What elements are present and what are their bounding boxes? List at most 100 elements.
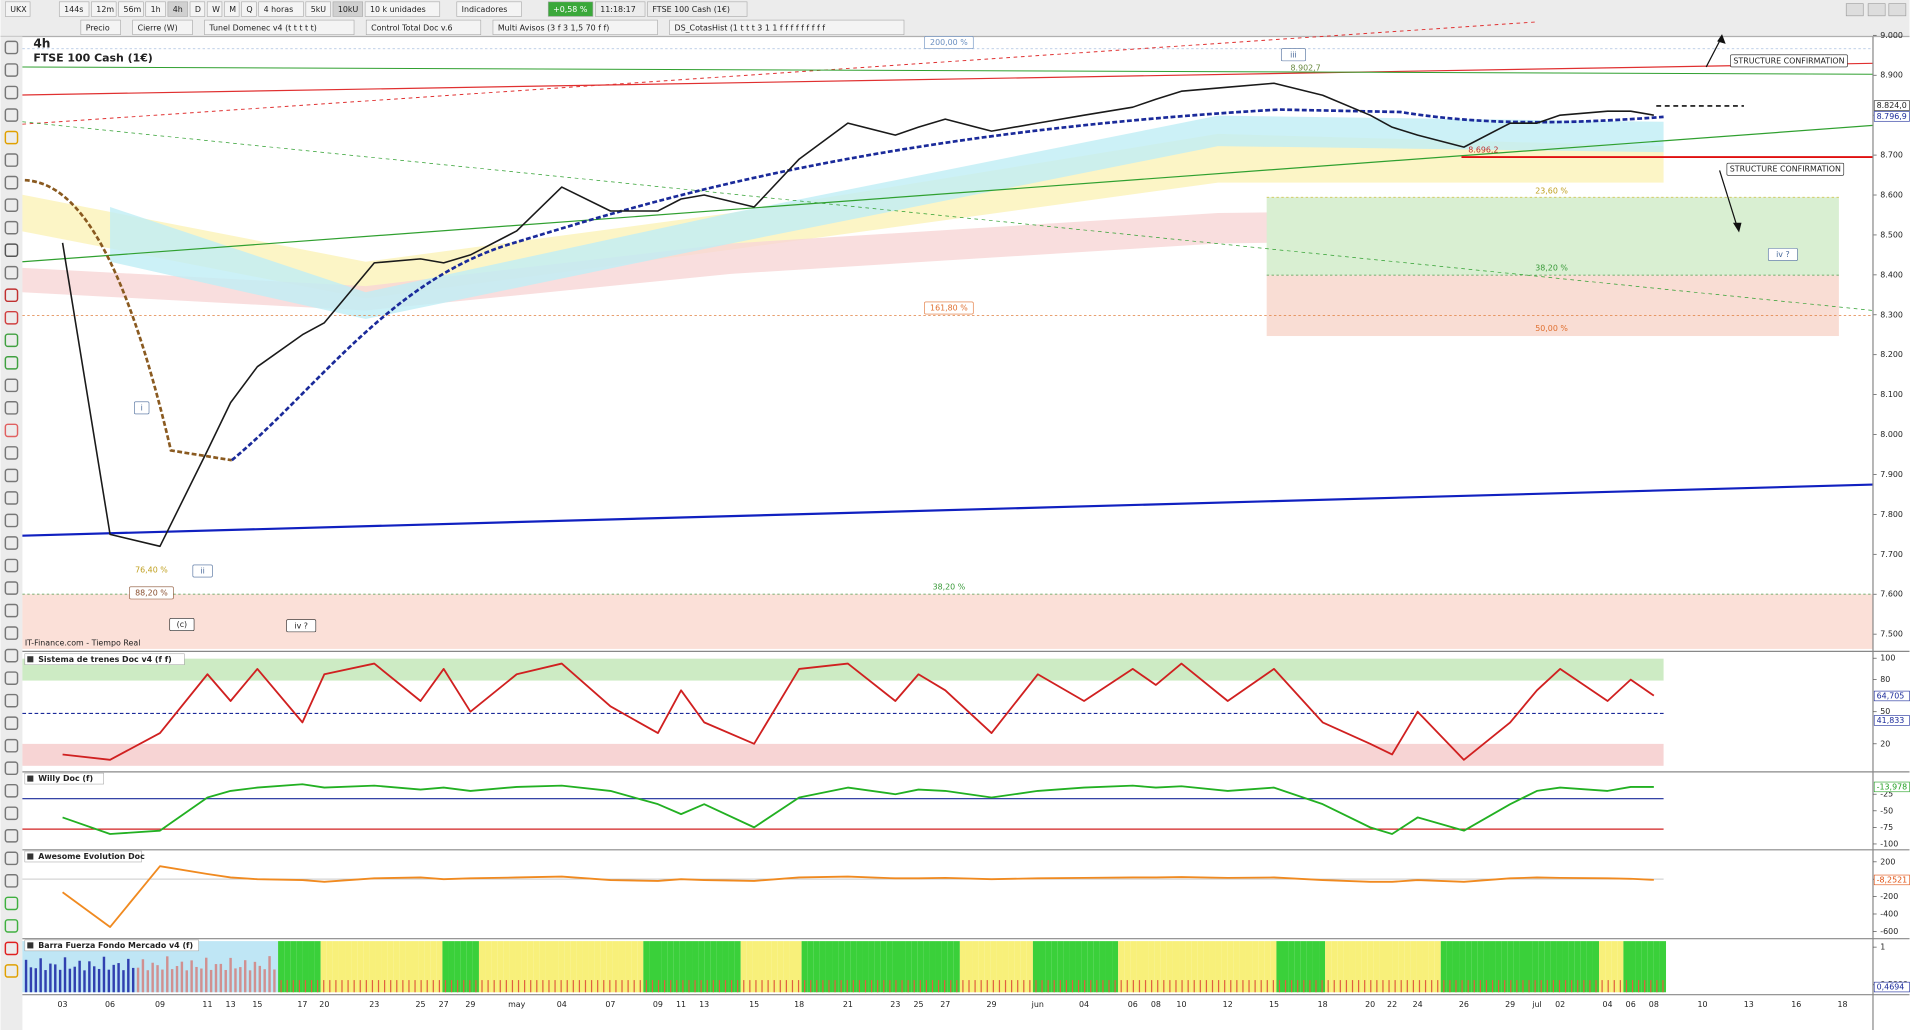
stripe — [97, 968, 101, 993]
stripe-tick — [463, 980, 465, 993]
tool-button[interactable] — [4, 919, 19, 933]
toolbar-button[interactable] — [492, 19, 658, 36]
tool-button[interactable] — [4, 626, 19, 640]
arrow-head — [1732, 222, 1742, 233]
stripe — [107, 969, 111, 993]
stripe-tick — [578, 980, 581, 993]
tool-button[interactable] — [4, 198, 19, 212]
tool-button[interactable] — [4, 378, 19, 393]
toolbar-button[interactable] — [547, 1, 594, 17]
toolbar-button[interactable] — [365, 19, 482, 36]
toolbar-button[interactable] — [5, 1, 31, 17]
tool-button[interactable] — [4, 40, 19, 55]
trend-line — [22, 483, 1874, 537]
toolbar-button[interactable] — [595, 1, 646, 17]
toolbar-button[interactable] — [167, 1, 188, 17]
tool-button[interactable] — [4, 716, 19, 731]
stripe — [290, 941, 297, 993]
toolbar-button[interactable] — [91, 1, 117, 17]
toolbar-button[interactable] — [132, 19, 193, 36]
stripe — [39, 958, 42, 993]
toolbar-button[interactable] — [305, 1, 331, 17]
toolbar-label: D — [195, 5, 201, 14]
stripe-tick — [1169, 980, 1171, 993]
toolbar-button[interactable] — [224, 1, 240, 17]
tool-button[interactable] — [4, 738, 19, 753]
stripe-tick — [1029, 980, 1031, 993]
minimize-button[interactable] — [1845, 3, 1864, 17]
stripe — [1130, 941, 1137, 993]
toolbar-button[interactable] — [258, 1, 304, 17]
toolbar-button[interactable] — [145, 1, 166, 17]
stripe — [1288, 941, 1295, 993]
stripe — [1544, 941, 1551, 993]
tool-button[interactable] — [4, 85, 19, 100]
tool-button[interactable] — [4, 401, 19, 415]
tool-button[interactable] — [4, 333, 19, 348]
toolbar-button[interactable] — [118, 1, 144, 17]
stripe-tick — [517, 980, 520, 993]
stripe — [1191, 941, 1198, 993]
stripe-tick — [1534, 980, 1536, 993]
tool-button[interactable] — [4, 761, 19, 776]
tool-button[interactable] — [4, 265, 19, 280]
stripe — [58, 969, 62, 993]
tool-button[interactable] — [4, 153, 19, 167]
close-button[interactable] — [1888, 3, 1907, 17]
toolbar-label: W — [212, 5, 220, 14]
toolbar-button[interactable] — [364, 1, 441, 17]
tool-button[interactable] — [4, 603, 19, 618]
tool-button[interactable] — [4, 964, 19, 978]
toolbar-button[interactable] — [456, 1, 522, 17]
tool-button[interactable] — [4, 513, 19, 528]
tool-button[interactable] — [4, 220, 19, 235]
toolbar-button[interactable] — [189, 1, 206, 17]
toolbar-button[interactable] — [332, 1, 363, 17]
tool-button[interactable] — [4, 310, 19, 325]
tool-button[interactable] — [4, 941, 19, 956]
tool-button[interactable] — [4, 108, 19, 122]
stripe — [923, 941, 930, 993]
tool-button[interactable] — [4, 355, 19, 370]
tool-button[interactable] — [4, 828, 19, 843]
tool-button[interactable] — [4, 581, 19, 595]
stripe — [1550, 941, 1557, 993]
toolbar-button[interactable] — [647, 1, 748, 17]
x-tick-label: 06 — [105, 1000, 115, 1009]
tool-button[interactable] — [4, 851, 19, 866]
panel-title: Willy Doc (f) — [38, 774, 93, 783]
annotation-box — [169, 618, 195, 631]
stripe — [898, 941, 906, 993]
tool-button[interactable] — [4, 648, 19, 663]
tool-button[interactable] — [4, 671, 19, 685]
tool-button[interactable] — [4, 63, 19, 77]
tool-button[interactable] — [4, 536, 19, 550]
tool-button[interactable] — [4, 175, 19, 190]
stripe — [503, 941, 510, 993]
tool-button[interactable] — [4, 423, 19, 438]
tool-button[interactable] — [4, 874, 19, 888]
tool-button[interactable] — [4, 446, 19, 460]
toolbar-label: 10 k unidades — [370, 5, 426, 14]
tool-button[interactable] — [4, 806, 19, 821]
tool-button[interactable] — [4, 491, 19, 505]
tool-button[interactable] — [4, 693, 19, 708]
toolbar-button[interactable] — [80, 19, 121, 36]
tool-button[interactable] — [4, 243, 19, 258]
tool-button[interactable] — [4, 558, 19, 573]
toolbar-button[interactable] — [204, 19, 355, 36]
toolbar-button[interactable] — [241, 1, 257, 17]
tool-button[interactable] — [4, 468, 19, 483]
restore-button[interactable] — [1867, 3, 1886, 17]
tool-button[interactable] — [4, 288, 19, 303]
panel-icon — [27, 942, 34, 949]
toolbar-button[interactable] — [669, 19, 905, 36]
tool-button[interactable] — [4, 896, 19, 911]
stripe — [1185, 941, 1192, 993]
tool-button[interactable] — [4, 130, 19, 145]
toolbar-button[interactable] — [58, 1, 90, 17]
toolbar-label: 1h — [151, 5, 161, 14]
tool-button[interactable] — [4, 783, 19, 798]
stripe — [1440, 941, 1447, 993]
toolbar-button[interactable] — [206, 1, 223, 17]
